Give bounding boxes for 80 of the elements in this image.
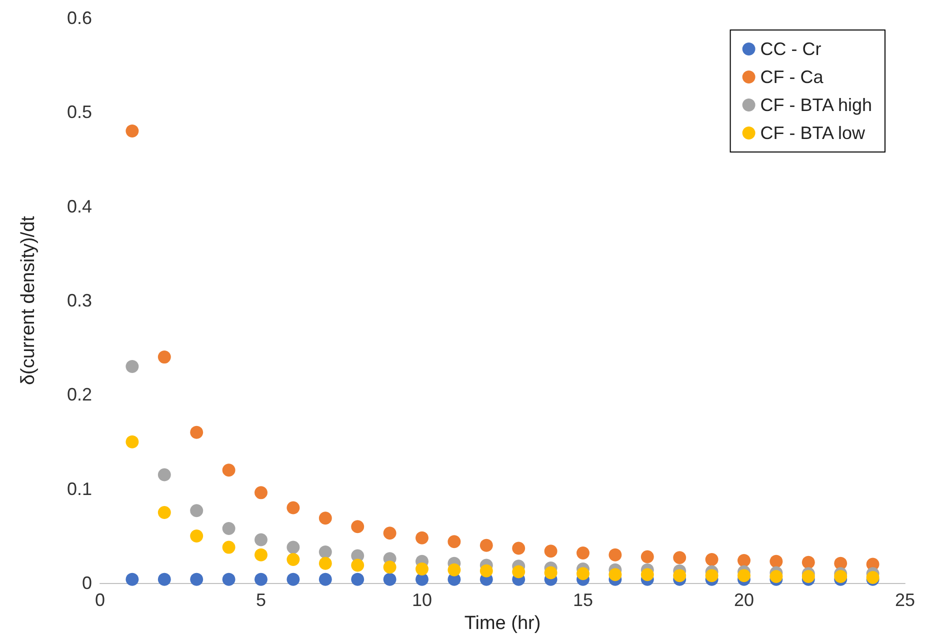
x-axis-title: Time (hr)	[464, 613, 541, 634]
point	[222, 540, 236, 554]
point	[576, 567, 590, 580]
x-tick-label: 10	[412, 590, 432, 610]
y-tick-label: 0.2	[66, 384, 92, 405]
legend-label: CF - BTA low	[760, 123, 866, 143]
point	[126, 572, 139, 586]
point	[158, 468, 171, 482]
point	[190, 530, 204, 543]
point	[480, 538, 493, 552]
x-tick-label: 5	[256, 590, 266, 610]
point	[416, 531, 428, 544]
point	[254, 572, 268, 586]
point	[351, 572, 364, 586]
point	[286, 553, 300, 566]
point	[190, 572, 204, 586]
point	[416, 562, 428, 576]
legend-label: CF - Ca	[760, 67, 824, 87]
point	[802, 570, 815, 584]
x-tick-label: 20	[734, 590, 754, 610]
point	[318, 512, 332, 525]
point	[254, 486, 268, 500]
point	[286, 572, 300, 586]
y-tick-label: 0	[82, 573, 92, 594]
point	[512, 542, 526, 555]
point	[673, 569, 686, 582]
x-tick-label: 0	[94, 590, 106, 610]
point	[190, 504, 204, 518]
point	[318, 572, 332, 586]
point	[705, 553, 718, 566]
point	[351, 520, 364, 534]
point	[126, 435, 139, 448]
point	[770, 570, 783, 584]
point	[190, 426, 204, 439]
point	[158, 506, 171, 519]
point	[254, 533, 268, 546]
point	[383, 526, 396, 540]
point	[222, 572, 236, 586]
point	[286, 501, 300, 514]
point	[640, 568, 654, 582]
point	[802, 556, 815, 569]
x-tick-label: 25	[894, 590, 916, 610]
point	[673, 551, 686, 564]
point	[222, 522, 236, 535]
y-axis-title: δ(current density)/dt	[18, 215, 39, 386]
point	[126, 360, 139, 373]
point	[544, 566, 558, 580]
legend-label: CF - BTA high	[760, 95, 872, 115]
point	[126, 124, 139, 138]
point	[448, 563, 461, 576]
point	[351, 558, 364, 572]
y-tick-label: 0.1	[66, 478, 92, 499]
point	[608, 548, 622, 562]
point	[158, 572, 171, 586]
point	[480, 564, 493, 578]
point	[318, 556, 332, 570]
point	[705, 569, 718, 582]
point	[254, 548, 268, 562]
y-tick-label: 0.4	[66, 196, 92, 216]
y-tick-label: 0.5	[66, 102, 92, 122]
point	[448, 535, 461, 548]
point	[383, 560, 396, 574]
x-tick-label: 15	[572, 590, 594, 610]
point	[512, 565, 526, 578]
point	[286, 540, 300, 554]
y-tick-label: 0.6	[66, 8, 92, 28]
point	[383, 572, 396, 586]
point	[544, 544, 558, 558]
point	[640, 550, 654, 564]
y-tick-label: 0.3	[66, 290, 92, 311]
point	[318, 546, 332, 559]
point	[738, 569, 750, 582]
point	[222, 464, 236, 477]
point	[834, 570, 848, 584]
point	[770, 554, 783, 568]
point	[576, 546, 590, 560]
point	[608, 568, 622, 582]
point	[158, 350, 171, 364]
legend-label: CC - Cr	[760, 39, 822, 59]
point	[738, 554, 750, 567]
